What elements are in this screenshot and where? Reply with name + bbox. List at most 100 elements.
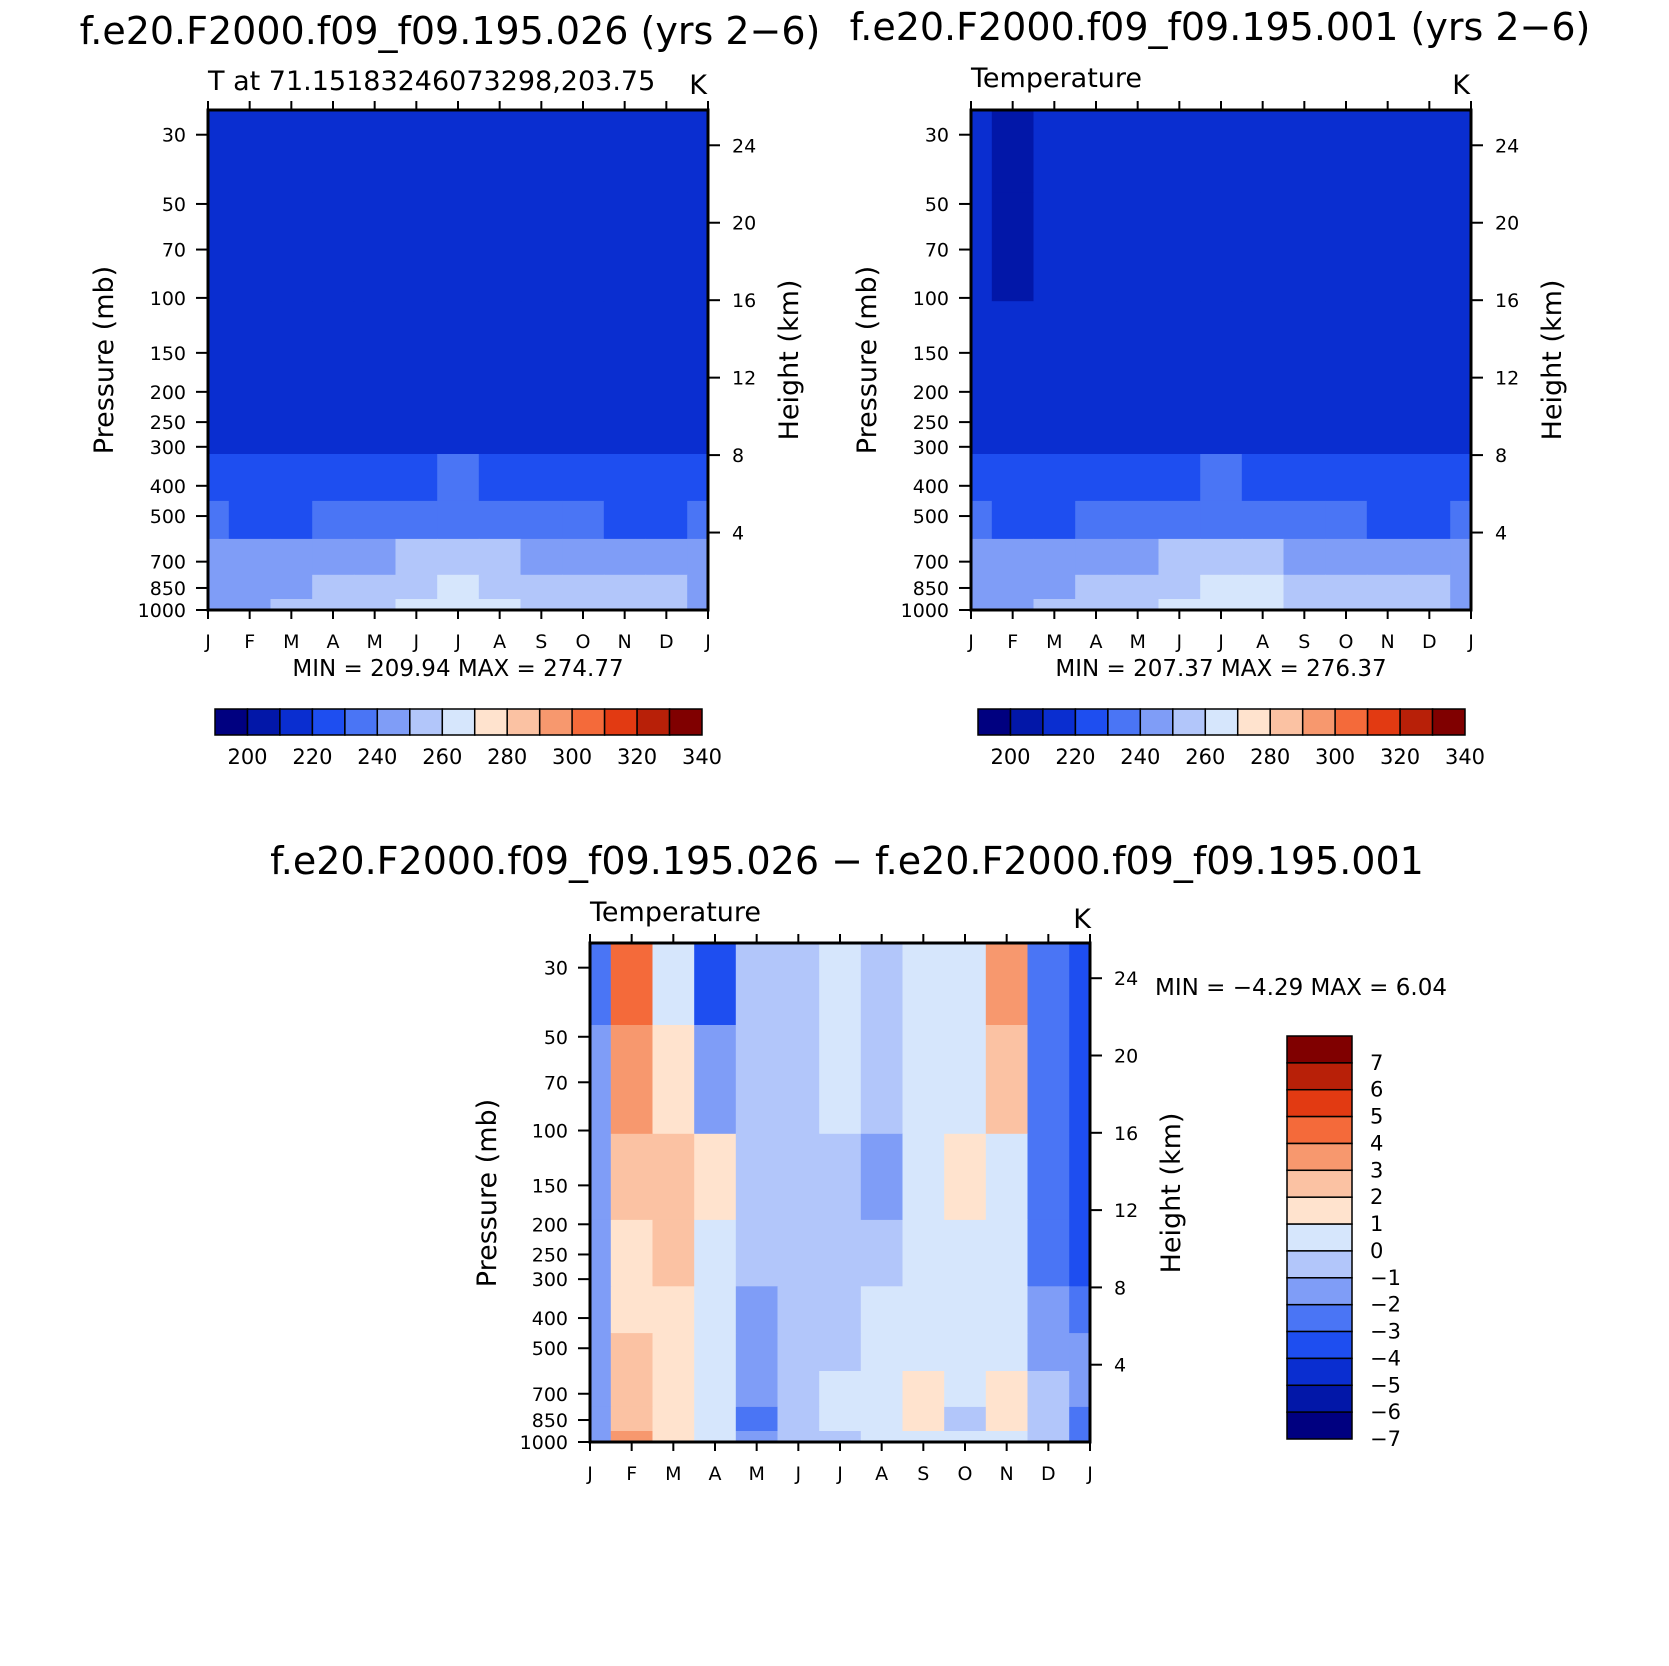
contour-cell [1450, 192, 1472, 302]
pressure-tick-label: 30 [162, 125, 186, 147]
contour-cell [1033, 301, 1076, 389]
contour-cell [1033, 454, 1076, 502]
pressure-tick-label: 150 [913, 343, 949, 365]
contour-cell [270, 599, 313, 611]
contour-cell [603, 454, 647, 502]
contour-cell [270, 192, 313, 302]
contour-cell [777, 1371, 820, 1408]
contour-cell [228, 538, 272, 576]
contour-cell [228, 574, 272, 600]
contour-cell [228, 387, 272, 455]
contour-cell [971, 301, 993, 389]
contour-cell [603, 599, 647, 611]
month-tick-label: N [1381, 631, 1395, 653]
panel-b-height-axis-label: Height (km) [1537, 280, 1568, 441]
contour-cell [1200, 192, 1243, 302]
contour-cell [1283, 574, 1326, 600]
panel-b-axes: J F M A M J J A S O N D J 30 50 70 100 150 200 250 300 400 500… [901, 101, 1519, 653]
contour-cell [944, 1025, 987, 1135]
colorbar-swatch [1399, 708, 1434, 736]
panel-c-units-label: K [1073, 904, 1092, 935]
contour-cell [603, 192, 647, 302]
pressure-tick-label: 500 [150, 506, 186, 528]
colorbar-label: 5 [1370, 1105, 1383, 1129]
contour-cell [437, 192, 480, 302]
contour-cell [603, 500, 647, 540]
contour-cell [652, 1133, 695, 1221]
contour-cell [208, 192, 230, 302]
height-tick-label: 24 [1495, 135, 1519, 157]
panel-a-colorbar: 200 220 240 260 280 300 320 340 [214, 708, 722, 769]
pressure-tick-label: 100 [532, 1121, 568, 1143]
height-tick-label: 20 [1495, 213, 1519, 235]
contour-cell [1069, 1371, 1091, 1408]
contour-cell [991, 301, 1035, 389]
contour-cell [735, 1219, 779, 1287]
colorbar-swatch [1286, 1169, 1353, 1198]
colorbar-swatch [473, 708, 508, 736]
contour-cell [1408, 192, 1451, 302]
contour-cell [1116, 387, 1160, 455]
pressure-tick-label: 400 [150, 476, 186, 498]
colorbar-swatch [636, 708, 671, 736]
contour-cell [228, 301, 272, 389]
contour-cell [603, 301, 647, 389]
contour-cell [270, 110, 313, 193]
panel-a-minmax: MIN = 209.94 MAX = 274.77 [292, 656, 623, 682]
contour-cell [777, 943, 820, 1026]
pressure-tick-label: 850 [532, 1410, 568, 1432]
month-tick-label: A [327, 631, 340, 653]
contour-cell [1069, 943, 1091, 1026]
contour-cell [353, 110, 397, 193]
colorbar-swatch [1139, 708, 1174, 736]
contour-cell [520, 538, 563, 576]
contour-cell [1200, 538, 1243, 576]
panel-a-pressure-axis-label: Pressure (mb) [89, 266, 120, 454]
colorbar-label: 280 [487, 745, 527, 769]
contour-cell [1158, 599, 1201, 611]
month-tick-label: O [576, 631, 591, 653]
height-tick-label: 16 [1495, 290, 1519, 312]
contour-cell [645, 574, 688, 600]
contour-cell [1069, 1025, 1091, 1135]
contour-cell [312, 599, 355, 611]
contour-cell [590, 1219, 612, 1287]
contour-cell [1283, 538, 1326, 576]
contour-cell [819, 943, 862, 1026]
contour-cell [610, 1333, 654, 1372]
contour-cell [1366, 500, 1410, 540]
pressure-tick-label: 50 [544, 1027, 568, 1049]
contour-cell [971, 500, 993, 540]
contour-cell [1116, 574, 1160, 600]
colorbar-swatch [1286, 1088, 1353, 1118]
pressure-tick-label: 50 [162, 194, 186, 216]
contour-cell [1450, 454, 1472, 502]
contour-cell [1283, 110, 1326, 193]
colorbar-label: −4 [1370, 1346, 1401, 1370]
month-tick-label: A [875, 1463, 888, 1485]
colorbar-label: 6 [1370, 1078, 1383, 1102]
month-tick-label: A [1256, 631, 1269, 653]
month-tick-label: F [1007, 631, 1018, 653]
month-tick-label: J [836, 1463, 843, 1485]
contour-cell [1158, 500, 1201, 540]
height-tick-label: 24 [732, 135, 756, 157]
contour-cell [590, 1025, 612, 1135]
contour-cell [694, 1286, 737, 1334]
contour-cell [1116, 110, 1160, 193]
contour-cell [353, 500, 397, 540]
height-tick-label: 24 [1114, 968, 1138, 990]
contour-cell [1241, 387, 1285, 455]
colorbar-swatch [1301, 708, 1336, 736]
contour-cell [645, 192, 688, 302]
contour-cell [985, 1133, 1029, 1221]
contour-cell [645, 599, 688, 611]
panel-b-minmax: MIN = 207.37 MAX = 276.37 [1055, 656, 1386, 682]
contour-cell [652, 1406, 695, 1432]
contour-cell [735, 1133, 779, 1221]
contour-cell [694, 1133, 737, 1221]
colorbar-swatch [603, 708, 638, 736]
contour-cell [860, 1025, 904, 1135]
contour-cell [860, 1133, 904, 1221]
contour-cell [437, 301, 480, 389]
